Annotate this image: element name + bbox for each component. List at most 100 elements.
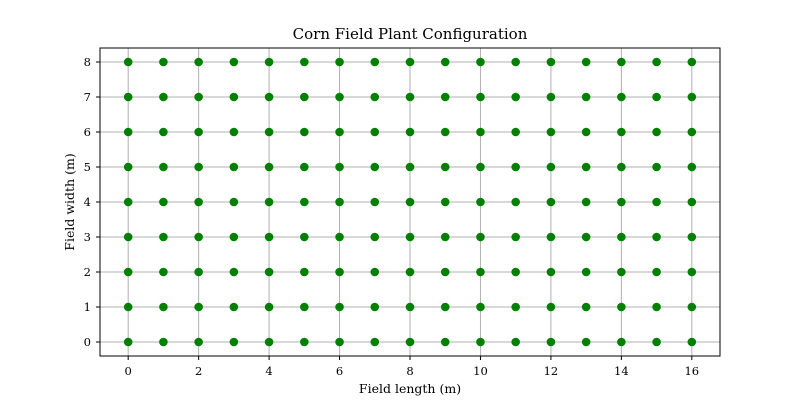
plant-point <box>265 338 274 347</box>
plant-point <box>265 128 274 137</box>
plant-point <box>194 338 203 347</box>
plant-point <box>547 198 556 207</box>
plant-point <box>582 233 591 242</box>
plant-point <box>230 58 239 67</box>
plant-point <box>335 268 344 277</box>
plant-point <box>511 93 520 102</box>
plant-point <box>652 58 661 67</box>
plant-point <box>124 233 133 242</box>
plant-point <box>547 268 556 277</box>
plant-point <box>511 233 520 242</box>
plant-point <box>194 303 203 312</box>
plant-point <box>511 128 520 137</box>
plant-point <box>124 58 133 67</box>
plant-point <box>617 338 626 347</box>
plant-point <box>511 163 520 172</box>
plant-point <box>124 93 133 102</box>
x-tick-label: 0 <box>125 364 132 378</box>
plant-point <box>441 268 450 277</box>
plant-point <box>652 268 661 277</box>
y-tick-label: 0 <box>84 335 91 349</box>
plant-point <box>688 163 697 172</box>
plant-point <box>688 93 697 102</box>
plant-point <box>547 233 556 242</box>
plant-point <box>511 58 520 67</box>
y-tick-label: 5 <box>84 160 91 174</box>
plant-point <box>300 58 309 67</box>
plant-point <box>617 198 626 207</box>
plant-point <box>300 93 309 102</box>
plant-point <box>617 163 626 172</box>
plant-point <box>476 303 485 312</box>
plant-point <box>124 198 133 207</box>
plant-point <box>582 128 591 137</box>
plant-point <box>441 163 450 172</box>
plant-point <box>265 198 274 207</box>
plant-point <box>582 198 591 207</box>
plant-point <box>406 268 415 277</box>
plant-point <box>265 303 274 312</box>
plant-point <box>194 233 203 242</box>
plant-point <box>476 198 485 207</box>
plant-point <box>441 198 450 207</box>
plant-point <box>688 338 697 347</box>
plant-point <box>406 233 415 242</box>
plant-point <box>335 93 344 102</box>
plant-point <box>617 268 626 277</box>
plant-point <box>582 268 591 277</box>
plant-point <box>230 268 239 277</box>
plant-point <box>688 303 697 312</box>
plant-point <box>652 233 661 242</box>
plant-point <box>441 233 450 242</box>
plant-point <box>159 58 168 67</box>
plant-point <box>370 128 379 137</box>
y-tick-label: 7 <box>84 90 91 104</box>
plant-point <box>652 338 661 347</box>
plant-point <box>265 93 274 102</box>
plant-point <box>476 128 485 137</box>
plant-point <box>335 128 344 137</box>
plant-point <box>441 338 450 347</box>
plant-point <box>370 268 379 277</box>
plant-point <box>688 128 697 137</box>
plant-point <box>476 93 485 102</box>
plant-point <box>230 233 239 242</box>
plant-point <box>441 303 450 312</box>
plant-point <box>688 268 697 277</box>
plant-point <box>582 338 591 347</box>
plant-point <box>300 198 309 207</box>
x-tick-label: 6 <box>336 364 343 378</box>
plant-point <box>511 338 520 347</box>
x-tick-label: 10 <box>473 364 488 378</box>
y-tick-label: 4 <box>84 195 91 209</box>
plant-point <box>159 93 168 102</box>
plant-point <box>335 163 344 172</box>
plant-point <box>406 303 415 312</box>
plant-point <box>159 233 168 242</box>
plant-point <box>688 233 697 242</box>
plant-point <box>476 58 485 67</box>
plant-point <box>265 163 274 172</box>
plant-point <box>335 338 344 347</box>
plant-point <box>547 58 556 67</box>
plant-point <box>652 128 661 137</box>
plant-point <box>476 163 485 172</box>
plant-point <box>265 58 274 67</box>
plant-point <box>688 198 697 207</box>
plant-point <box>300 128 309 137</box>
x-tick-label: 12 <box>544 364 559 378</box>
plant-point <box>230 128 239 137</box>
plant-point <box>230 93 239 102</box>
x-tick-label: 16 <box>684 364 699 378</box>
plant-point <box>159 198 168 207</box>
plant-point <box>265 268 274 277</box>
plant-point <box>230 338 239 347</box>
x-tick-label: 2 <box>195 364 202 378</box>
y-tick-label: 6 <box>84 125 91 139</box>
plant-point <box>617 58 626 67</box>
plant-point <box>194 198 203 207</box>
plant-point <box>582 303 591 312</box>
plant-point <box>230 163 239 172</box>
plant-point <box>194 163 203 172</box>
plant-point <box>511 268 520 277</box>
